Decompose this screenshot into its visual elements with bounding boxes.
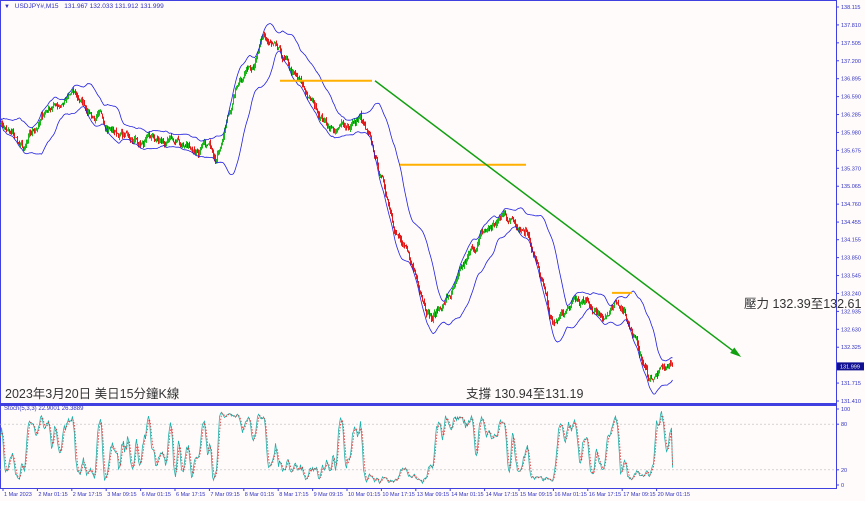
price-tick-label: 131.715 xyxy=(841,381,861,387)
price-tick-label: 136.590 xyxy=(841,95,861,101)
stoch-tick-label: 20 xyxy=(841,468,847,474)
time-tick-label: 2 Mar 01:15 xyxy=(38,492,67,498)
price-tick-label: 131.410 xyxy=(841,399,861,405)
price-tick-label: 133.240 xyxy=(841,291,861,297)
trendline xyxy=(374,80,739,356)
time-tick-label: 8 Mar 17:15 xyxy=(279,492,308,498)
time-tick-label: 13 Mar 09:15 xyxy=(417,492,449,498)
dropdown-triangle-icon[interactable]: ▼ xyxy=(4,4,10,10)
price-tick-label: 133.545 xyxy=(841,274,861,280)
stoch-header: Stoch(5,3,3) 22.9001 26.3889 xyxy=(4,406,83,412)
current-price-box xyxy=(837,362,864,371)
time-tick-label: 2 Mar 17:15 xyxy=(73,492,102,498)
price-tick-label: 134.455 xyxy=(841,220,861,226)
stoch-signal-value: 26.3889 xyxy=(61,406,84,412)
time-tick-label: 10 Mar 01:15 xyxy=(348,492,380,498)
time-tick-label: 16 Mar 17:15 xyxy=(589,492,621,498)
price-tick-label: 133.850 xyxy=(841,256,861,262)
time-tick-label: 1 Mar 2023 xyxy=(4,492,32,498)
stoch-pane-frame xyxy=(0,405,837,489)
stoch-tick-label: 0 xyxy=(841,483,844,489)
candles xyxy=(0,31,673,383)
time-tick-label: 8 Mar 01:15 xyxy=(245,492,274,498)
bollinger-upper xyxy=(0,23,673,362)
chart-header: ▼ USDJPY#,M15 131.967 132.033 131.912 13… xyxy=(4,3,164,10)
stoch-tick-label: 80 xyxy=(841,422,847,428)
time-tick-label: 16 Mar 01:15 xyxy=(554,492,586,498)
time-tick-label: 9 Mar 09:15 xyxy=(314,492,343,498)
stoch-signal-line xyxy=(0,412,673,483)
price-tick-label: 136.285 xyxy=(841,113,861,119)
symbol-label: USDJPY#,M15 xyxy=(14,3,59,10)
price-tick-label: 137.810 xyxy=(841,23,861,29)
time-tick-label: 7 Mar 09:15 xyxy=(210,492,239,498)
time-tick-label: 20 Mar 01:15 xyxy=(658,492,690,498)
time-tick-label: 17 Mar 09:15 xyxy=(623,492,655,498)
time-tick-label: 10 Mar 17:15 xyxy=(382,492,414,498)
chart-title-annotation: 2023年3月20日 美日15分鐘K線 xyxy=(5,387,180,401)
bollinger-lower xyxy=(0,50,673,395)
stoch-main-value: 22.9001 xyxy=(38,406,61,412)
price-tick-label: 132.325 xyxy=(841,345,861,351)
price-tick-label: 136.895 xyxy=(841,77,861,83)
price-tick-label: 135.370 xyxy=(841,166,861,172)
time-tick-label: 3 Mar 09:15 xyxy=(107,492,136,498)
price-tick-label: 134.155 xyxy=(841,238,861,244)
stoch-tick-label: 100 xyxy=(841,407,850,413)
time-tick-label: 6 Mar 17:15 xyxy=(176,492,205,498)
time-tick-label: 14 Mar 17:15 xyxy=(486,492,518,498)
current-price-label: 131.999 xyxy=(840,364,860,370)
resistance-annotation: 壓力 132.39至132.61 xyxy=(744,297,862,311)
price-tick-label: 138.115 xyxy=(841,5,860,11)
support-annotation: 支撐 130.94至131.19 xyxy=(466,387,584,401)
price-tick-label: 134.760 xyxy=(841,202,861,208)
price-tick-label: 137.200 xyxy=(841,59,861,65)
price-tick-label: 135.065 xyxy=(841,184,861,190)
price-tick-label: 135.675 xyxy=(841,148,861,154)
ohlc-values: 131.967 132.033 131.912 131.999 xyxy=(64,3,164,10)
stoch-main-line xyxy=(0,411,673,485)
price-tick-label: 132.630 xyxy=(841,327,861,333)
price-tick-label: 132.935 xyxy=(841,309,861,315)
time-tick-label: 15 Mar 09:15 xyxy=(520,492,552,498)
stoch-label: Stoch(5,3,3) xyxy=(4,406,37,412)
time-tick-label: 14 Mar 01:15 xyxy=(451,492,483,498)
trendline-arrowhead xyxy=(730,347,742,357)
price-tick-label: 135.980 xyxy=(841,130,861,136)
main-pane-frame xyxy=(0,0,837,404)
price-tick-label: 137.505 xyxy=(841,41,861,47)
time-tick-label: 6 Mar 01:15 xyxy=(142,492,171,498)
